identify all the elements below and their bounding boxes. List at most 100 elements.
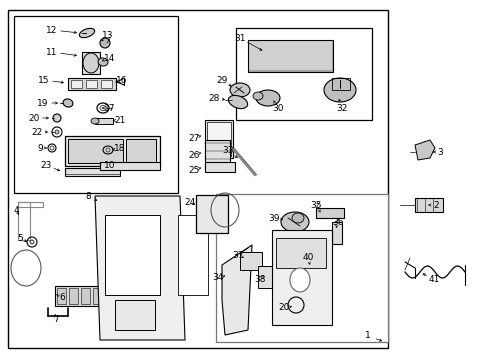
Text: 7: 7 [53, 315, 59, 324]
Bar [331, 222, 341, 244]
Ellipse shape [53, 114, 61, 122]
Text: 19: 19 [37, 99, 49, 108]
Text: 13: 13 [102, 31, 114, 40]
Text: 28: 28 [208, 94, 219, 103]
Text: 12: 12 [46, 26, 58, 35]
Text: 22: 22 [31, 127, 42, 136]
Bar [71, 80, 82, 88]
Text: 26: 26 [188, 150, 199, 159]
Bar [95, 118, 113, 124]
Bar [93, 288, 102, 304]
Polygon shape [222, 245, 251, 335]
Ellipse shape [252, 92, 263, 100]
Ellipse shape [100, 38, 110, 48]
Bar [68, 139, 123, 163]
Bar [115, 300, 155, 330]
Ellipse shape [83, 53, 99, 73]
Ellipse shape [98, 58, 108, 66]
Text: 39: 39 [268, 213, 279, 222]
Text: 17: 17 [104, 104, 116, 113]
Text: 15: 15 [38, 76, 50, 85]
Bar [18, 202, 30, 240]
Bar [258, 266, 275, 288]
Text: 2: 2 [432, 201, 438, 210]
Bar [414, 198, 442, 212]
Polygon shape [414, 140, 434, 160]
Bar [275, 238, 325, 268]
Text: 18: 18 [114, 144, 125, 153]
Text: 5: 5 [17, 234, 23, 243]
Text: 25: 25 [188, 166, 199, 175]
Ellipse shape [289, 268, 309, 292]
Bar [216, 194, 387, 342]
Ellipse shape [291, 213, 304, 223]
Ellipse shape [256, 90, 280, 106]
Bar [57, 288, 66, 304]
Bar [8, 10, 387, 348]
Text: 9: 9 [37, 144, 43, 153]
Text: 6: 6 [59, 293, 65, 302]
Text: 33: 33 [222, 145, 233, 154]
Text: 34: 34 [212, 274, 223, 283]
Bar [14, 16, 178, 193]
Text: 31: 31 [234, 33, 245, 42]
Bar [178, 215, 207, 295]
Text: 36: 36 [331, 217, 343, 226]
Ellipse shape [30, 240, 34, 244]
Bar [240, 252, 262, 270]
Bar [126, 139, 156, 163]
Bar [315, 208, 343, 218]
Bar [82, 52, 100, 74]
Bar [105, 288, 114, 304]
Bar [204, 140, 229, 170]
Text: 3: 3 [436, 148, 442, 157]
Text: 4: 4 [13, 206, 19, 215]
Bar [247, 40, 332, 72]
Ellipse shape [100, 105, 106, 111]
Bar [236, 28, 371, 120]
Text: 40: 40 [302, 253, 313, 262]
Text: 20: 20 [28, 113, 40, 122]
Text: 20: 20 [278, 303, 289, 312]
Text: 24: 24 [184, 198, 195, 207]
Text: 41: 41 [427, 275, 439, 284]
Text: 8: 8 [85, 192, 91, 201]
Ellipse shape [229, 83, 249, 97]
Ellipse shape [55, 130, 59, 134]
Ellipse shape [63, 99, 73, 107]
Bar [196, 195, 227, 233]
Bar [331, 78, 349, 90]
Bar [81, 288, 90, 304]
Ellipse shape [228, 95, 247, 109]
Bar [18, 202, 43, 207]
Polygon shape [175, 196, 215, 340]
Bar [55, 286, 120, 306]
Text: 21: 21 [114, 116, 125, 125]
Text: 30: 30 [272, 104, 283, 113]
Bar [65, 136, 160, 166]
Text: 37: 37 [232, 251, 243, 260]
Text: 23: 23 [40, 161, 52, 170]
Bar [206, 122, 230, 156]
Text: 27: 27 [188, 134, 199, 143]
Text: 1: 1 [365, 332, 370, 341]
Text: 10: 10 [104, 161, 116, 170]
Text: 35: 35 [309, 201, 321, 210]
Bar [100, 162, 160, 170]
Polygon shape [95, 196, 184, 340]
Bar [86, 80, 97, 88]
Ellipse shape [91, 118, 99, 124]
Bar [69, 288, 78, 304]
Bar [68, 78, 116, 90]
Text: 38: 38 [254, 275, 265, 284]
Bar [271, 230, 331, 325]
Bar [65, 168, 120, 176]
Ellipse shape [79, 28, 95, 38]
Bar [105, 215, 160, 295]
Text: 14: 14 [104, 54, 116, 63]
Bar [101, 80, 112, 88]
Text: 29: 29 [216, 76, 227, 85]
Text: 32: 32 [336, 104, 347, 113]
Ellipse shape [324, 78, 355, 102]
Text: 11: 11 [46, 48, 58, 57]
